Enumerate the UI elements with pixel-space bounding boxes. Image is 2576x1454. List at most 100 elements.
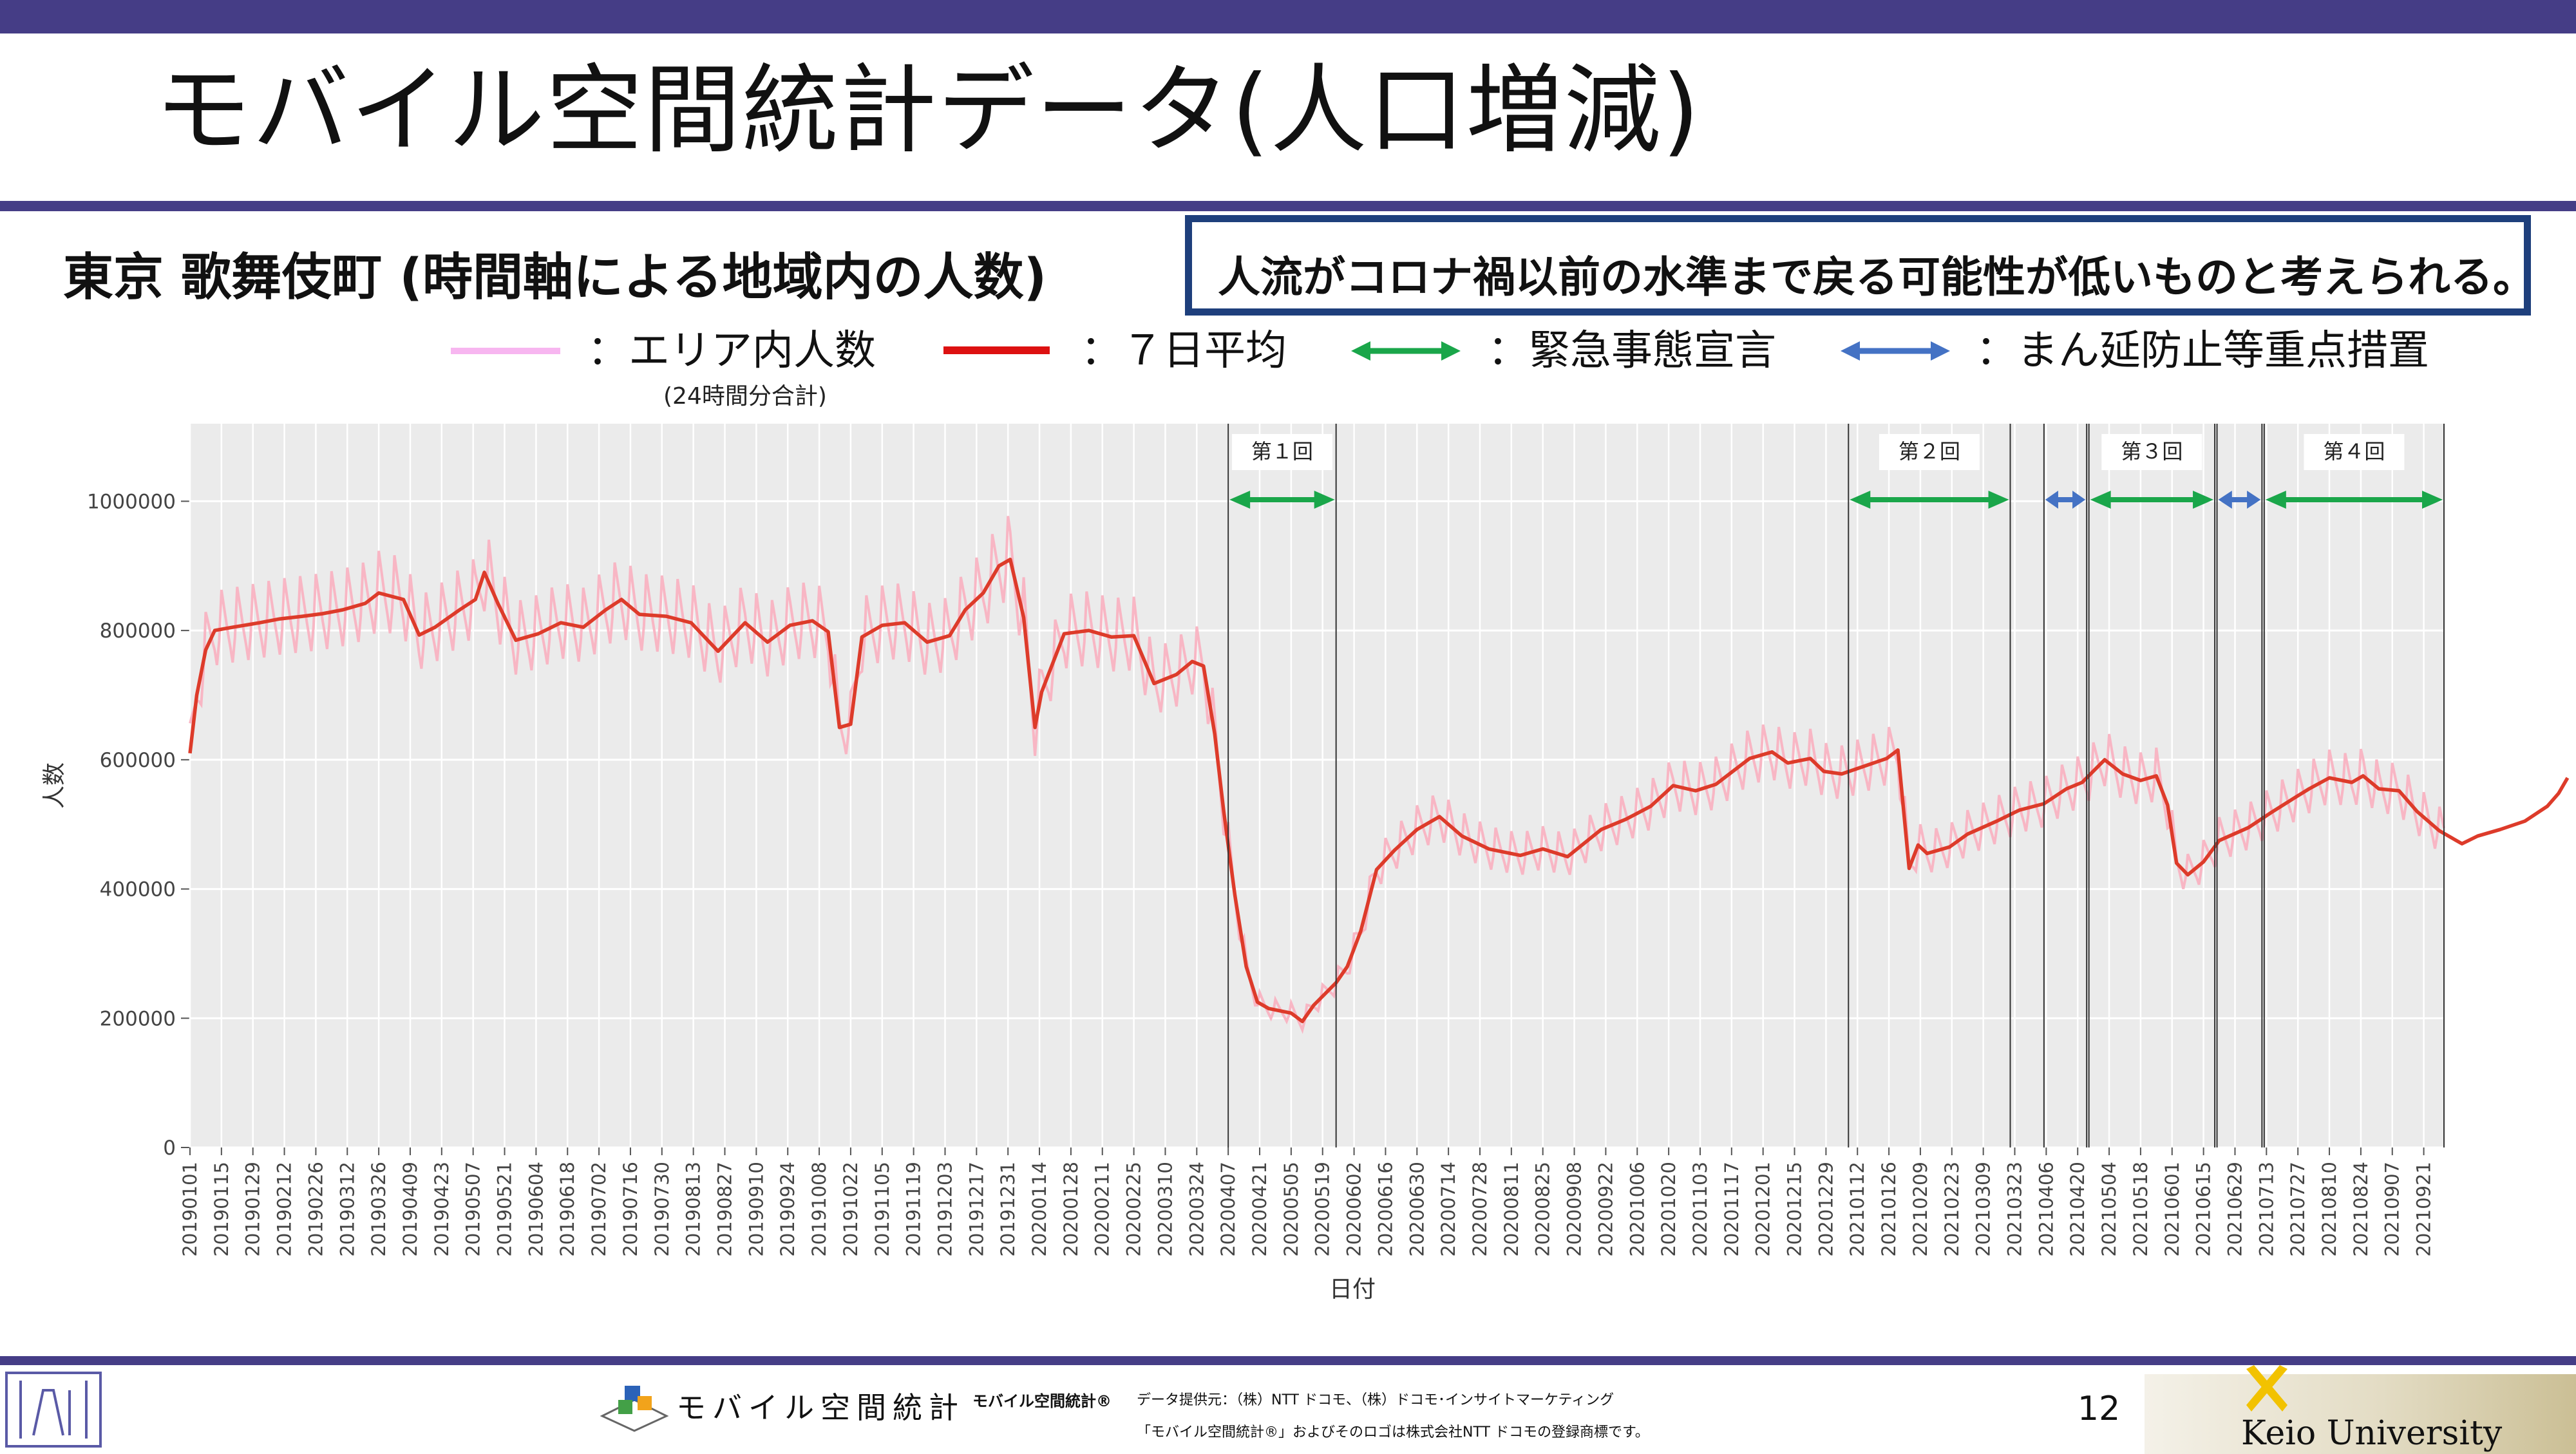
period-arrow-head xyxy=(1850,491,1871,509)
x-tick-label: 20200114 xyxy=(1028,1162,1050,1257)
period-arrow-head xyxy=(2422,491,2443,509)
x-tick-label: 20190604 xyxy=(525,1162,547,1257)
lab-logo-icon xyxy=(5,1372,102,1448)
x-tick-label: 20200407 xyxy=(1217,1162,1239,1257)
keio-banner: Keio University xyxy=(2145,1365,2576,1454)
x-tick-label: 20201201 xyxy=(1752,1162,1774,1257)
x-tick-label: 20201020 xyxy=(1658,1162,1680,1257)
x-axis-label: 日付 xyxy=(1329,1276,1376,1303)
x-tick-label: 20190115 xyxy=(211,1162,232,1257)
x-tick-label: 20210810 xyxy=(2318,1162,2340,1257)
x-tick-label: 20210112 xyxy=(1846,1162,1868,1257)
x-tick-label: 20210126 xyxy=(1878,1162,1900,1257)
x-tick-label: 20210309 xyxy=(1973,1162,1994,1257)
period-arrow-head xyxy=(1229,491,1251,509)
x-tick-label: 20200908 xyxy=(1564,1162,1586,1257)
period-arrow-head xyxy=(1988,491,2009,509)
x-tick-label: 20190101 xyxy=(179,1162,201,1257)
period-arrow-head xyxy=(2072,491,2086,509)
y-tick-label: 600000 xyxy=(100,749,176,772)
y-axis-label: 人数 xyxy=(41,762,68,809)
x-tick-label: 20200825 xyxy=(1532,1162,1554,1257)
x-tick-label: 20210504 xyxy=(2098,1162,2120,1257)
keio-university-text: Keio University xyxy=(2241,1414,2503,1453)
x-tick-label: 20201117 xyxy=(1721,1162,1743,1257)
x-tick-label: 20191105 xyxy=(871,1162,893,1257)
legend-note-area-count: (24時間分合計) xyxy=(663,383,827,410)
series-area-count-line xyxy=(189,516,2445,1034)
x-tick-label: 20200128 xyxy=(1060,1162,1082,1257)
mobile-stats-logo-icon xyxy=(600,1386,669,1432)
y-tick-label: 200000 xyxy=(100,1007,176,1030)
x-tick-label: 20190409 xyxy=(399,1162,421,1257)
x-tick-label: 20210406 xyxy=(2035,1162,2057,1257)
x-tick-label: 20190924 xyxy=(777,1162,799,1257)
data-credit-line-2: 「モバイル空間統計®」およびそのロゴは株式会社NTT ドコモの登録商標です。 xyxy=(1137,1424,1649,1440)
legend-label-semi-emergency: ：まん延防止等重点措置 xyxy=(1976,327,2429,375)
y-tick-label: 1000000 xyxy=(87,490,176,513)
period-arrow-head xyxy=(2247,491,2261,509)
period-arrow-head xyxy=(2218,491,2232,509)
x-tick-label: 20190423 xyxy=(431,1162,453,1257)
population-line-chart: 0 200000 400000 600000 800000 1000000 20190101… xyxy=(41,424,2570,1303)
period-label: 第４回 xyxy=(2323,439,2385,464)
slide-title: モバイル空間統計データ(人口増減) xyxy=(155,55,1701,167)
y-tick-label: 800000 xyxy=(100,619,176,643)
x-tick-label: 20190716 xyxy=(620,1162,641,1257)
x-tick-label: 20200421 xyxy=(1249,1162,1271,1257)
period-arrow-head xyxy=(1314,491,1335,509)
x-tick-label: 20191217 xyxy=(965,1162,987,1257)
x-tick-label: 20200519 xyxy=(1312,1162,1334,1257)
x-tick-label: 20201229 xyxy=(1815,1162,1837,1257)
x-tick-label: 20200602 xyxy=(1343,1162,1365,1257)
x-tick-label: 20210824 xyxy=(2350,1162,2372,1257)
x-tick-label: 20200922 xyxy=(1595,1162,1616,1257)
x-tick-label: 20201103 xyxy=(1689,1162,1711,1257)
x-tick-label: 20210615 xyxy=(2193,1162,2215,1257)
x-tick-label: 20190212 xyxy=(274,1162,296,1257)
footer-divider xyxy=(0,1356,2576,1365)
x-tick-label: 20190910 xyxy=(745,1162,767,1257)
y-tick-label: 0 xyxy=(163,1137,176,1160)
top-accent-bar xyxy=(0,0,2576,33)
x-tick-label: 20190507 xyxy=(462,1162,484,1257)
period-label: 第３回 xyxy=(2121,439,2183,464)
period-arrow-head xyxy=(2045,491,2058,509)
period-label-box xyxy=(2101,434,2202,470)
x-tick-label: 20200811 xyxy=(1501,1162,1522,1257)
x-tick-label: 20191231 xyxy=(997,1162,1019,1257)
x-tick-label: 20190312 xyxy=(336,1162,358,1257)
legend-label-area-count: ：エリア内人数 xyxy=(587,327,876,375)
x-tick-label: 20191022 xyxy=(840,1162,862,1257)
data-credit-line-1: データ提供元：（株）NTT ドコモ、（株）ドコモ･インサイトマーケティング xyxy=(1137,1392,1615,1408)
x-tick-label: 20190129 xyxy=(242,1162,264,1257)
period-label: 第２回 xyxy=(1899,439,1960,464)
x-tick-label: 20190702 xyxy=(588,1162,610,1257)
mobile-stats-small-text: モバイル空間統計® xyxy=(972,1392,1112,1410)
x-tick-label: 20191203 xyxy=(934,1162,956,1257)
x-tick-label: 20200616 xyxy=(1374,1162,1396,1257)
page-number: 12 xyxy=(2078,1390,2121,1428)
series-7day-average-line xyxy=(188,558,2570,1024)
x-tick-label: 20200324 xyxy=(1186,1162,1208,1257)
x-tick-label: 20210323 xyxy=(2003,1162,2025,1257)
x-tick-label: 20201006 xyxy=(1626,1162,1648,1257)
x-tick-label: 20191008 xyxy=(808,1162,830,1257)
title-divider xyxy=(0,201,2576,211)
period-label-box xyxy=(1231,434,1332,470)
x-tick-label: 20200505 xyxy=(1280,1162,1302,1257)
x-tick-label: 20200714 xyxy=(1437,1162,1459,1257)
period-arrow-head xyxy=(2193,491,2214,509)
period-arrow-head xyxy=(2090,491,2111,509)
x-tick-label: 20200630 xyxy=(1406,1162,1428,1257)
callout-text: 人流がコロナ禍以前の水準まで戻る可能性が低いものと考えられる。 xyxy=(1218,252,2535,302)
chart-legend: ：エリア内人数 (24時間分合計) ：７日平均 ：緊急事態宣言 ：まん延防止等重… xyxy=(0,322,2576,410)
x-tick-label: 20190618 xyxy=(556,1162,578,1257)
x-tick-label: 20200310 xyxy=(1154,1162,1176,1257)
x-tick-label: 20190813 xyxy=(683,1162,705,1257)
period-label-box xyxy=(1879,434,1980,470)
period-label-box xyxy=(2304,434,2405,470)
legend-swatch-7day-average xyxy=(943,346,1050,354)
x-tick-label: 20191119 xyxy=(903,1162,925,1257)
x-tick-label: 20210223 xyxy=(1941,1162,1963,1257)
